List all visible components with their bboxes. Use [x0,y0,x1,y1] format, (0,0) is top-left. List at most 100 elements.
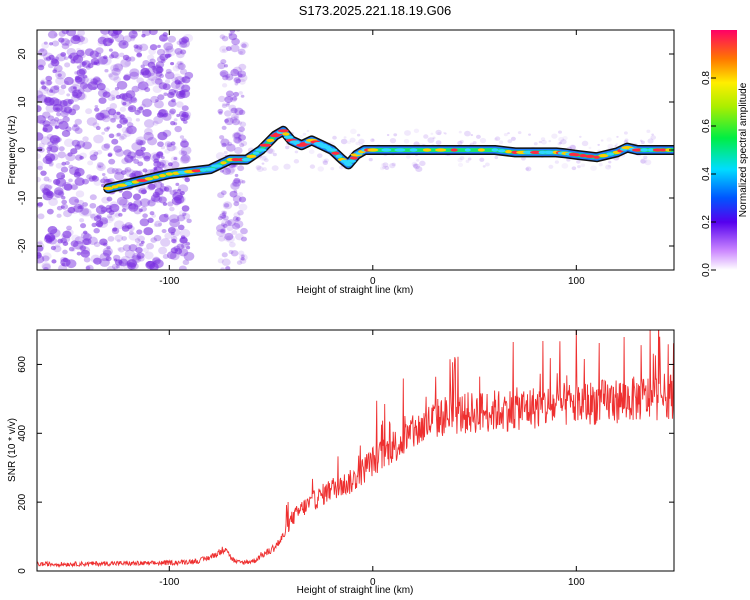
scatter-point [79,218,85,223]
scatter-point [71,248,76,252]
scatter-point [137,255,145,262]
scatter-point [46,88,56,96]
colorbar-tick-label: 0.8 [701,71,712,85]
scatter-point [222,223,228,228]
scatter-point [322,160,329,165]
scatter-point [79,245,86,251]
scatter-point [82,238,92,246]
scatter-point [76,251,82,256]
scatter-point [217,258,224,264]
scatter-point [237,165,245,172]
ridge-peak [381,148,392,152]
scatter-point [605,164,612,170]
scatter-point [140,240,145,244]
scatter-point [227,141,233,146]
scatter-point [238,250,245,256]
scatter-point [118,135,125,141]
scatter-point [435,129,442,136]
scatter-point [548,164,554,169]
scatter-point [510,136,516,141]
scatter-point [240,236,247,242]
scatter-point [57,73,62,77]
scatter-point [108,133,115,139]
scatter-point [89,202,97,209]
scatter-point [136,255,142,260]
scatter-point [141,189,147,195]
scatter-point [237,179,244,184]
scatter-point [588,146,592,150]
scatter-point [233,136,242,144]
scatter-point [239,143,245,148]
scatter-point [170,121,176,126]
scatter-point [130,34,136,40]
scatter-point [135,149,144,157]
snr-x-label: Height of straight line (km) [297,585,414,596]
scatter-point [558,137,565,143]
scatter-point [177,184,189,193]
ridge-peak [344,162,353,166]
scatter-point [63,76,74,86]
scatter-point [93,241,101,248]
scatter-point [61,233,66,238]
scatter-point [148,30,158,36]
scatter-point [224,64,228,68]
scatter-point [125,56,132,62]
ridge-peak [632,148,643,152]
scatter-point [380,163,386,168]
ridge-peak [220,161,227,165]
scatter-point [38,86,49,95]
scatter-point [78,205,83,210]
ridge-peak [125,182,133,186]
scatter-point [521,156,526,161]
scatter-point [180,235,186,240]
scatter-point [131,30,138,35]
scatter-point [560,139,567,145]
scatter-point [579,135,582,138]
scatter-point [415,166,423,173]
scatter-point [150,237,158,243]
scatter-point [133,207,142,215]
scatter-point [115,94,121,100]
scatter-point [306,129,310,133]
scatter-point [370,138,375,143]
scatter-point [179,39,190,48]
ridge-peak [231,158,241,162]
ridge-peak [136,178,148,182]
scatter-point [170,155,179,163]
scatter-point [133,158,140,164]
scatter-point [68,108,77,116]
scatter-point [51,259,57,264]
scatter-point [640,157,648,164]
scatter-point [37,153,41,160]
scatter-point [126,159,132,165]
scatter-point [221,125,227,130]
scatter-point [171,98,176,103]
scatter-point [136,252,145,259]
scatter-point [216,228,226,237]
scatter-point [234,107,244,116]
scatter-point [181,76,191,84]
scatter-point [186,218,192,224]
scatter-point [554,160,559,164]
scatter-point [82,74,88,79]
scatter-point [77,30,86,37]
scatter-point [87,81,99,91]
scatter-point [225,93,234,101]
scatter-point [56,53,66,62]
scatter-point [47,179,52,183]
ridge-peak [593,155,600,159]
ridge-peak [111,185,119,189]
scatter-point [117,40,125,47]
scatter-point [93,178,102,186]
scatter-point [232,216,239,221]
scatter-point [650,135,657,140]
scatter-point [129,68,140,77]
scatter-point [238,78,246,85]
scatter-point [162,83,171,91]
scatter-point [181,243,187,249]
scatter-point [123,74,131,81]
scatter-point [82,233,92,241]
scatter-point [517,131,522,135]
scatter-point [103,43,108,47]
scatter-point [55,177,67,187]
